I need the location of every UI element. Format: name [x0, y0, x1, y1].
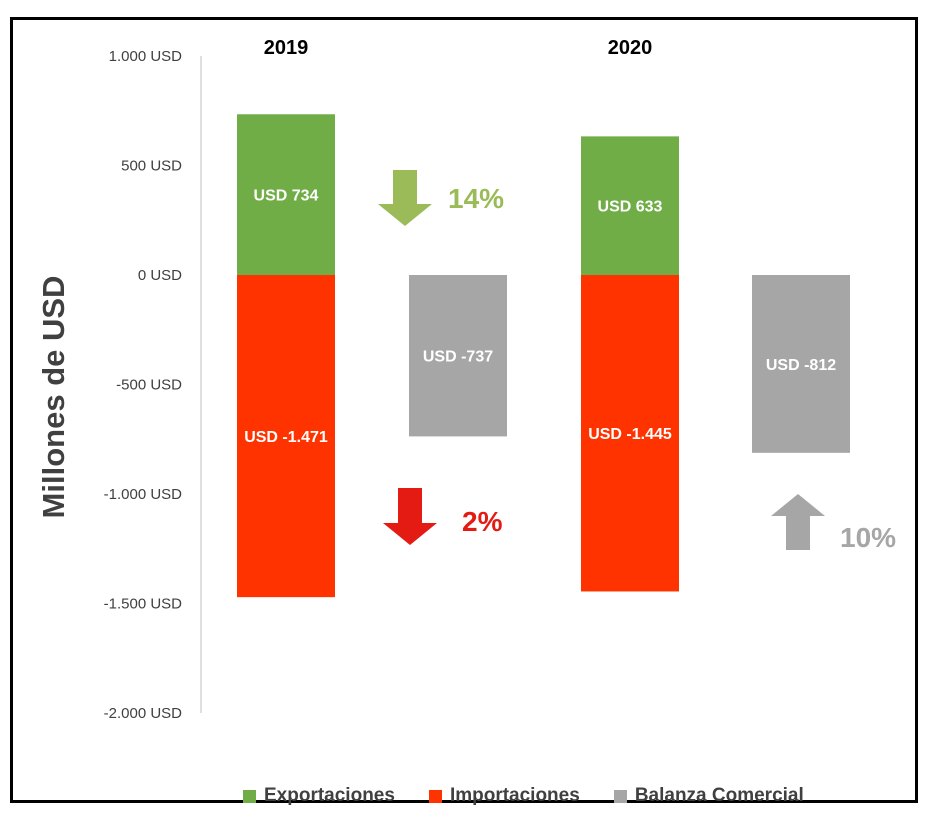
bar-importaciones-2020-label: USD -1.445	[588, 426, 672, 443]
chart: 1.000 USD 500 USD 0 USD -500 USD -1.000 USD -…	[36, 37, 896, 722]
legend: Exportaciones Importaciones Balanza Comerc…	[243, 785, 804, 807]
legend-item: Exportaciones	[243, 785, 395, 807]
arrow-down-icon	[378, 170, 432, 226]
legend-label: Importaciones	[449, 785, 580, 806]
legend-label: Balanza Comercial	[634, 785, 804, 806]
bar-exportaciones-2020-label: USD 633	[598, 199, 663, 216]
legend-swatch	[428, 789, 442, 803]
y-tick-label: -500 USD	[116, 377, 182, 394]
chart-frame: 1.000 USD 500 USD 0 USD -500 USD -1.000 USD -…	[10, 17, 918, 806]
y-tick-label: -2.000 USD	[104, 705, 183, 722]
annotation-importaciones: 2%	[462, 506, 503, 537]
category-label-2019: 2019	[264, 37, 309, 59]
y-tick-label: 1.000 USD	[109, 48, 183, 65]
legend-item: Importaciones	[428, 785, 580, 807]
bar-balanza-2020	[752, 275, 850, 453]
y-tick-label: -1.000 USD	[104, 486, 183, 503]
bar-exportaciones-2019-label: USD 734	[254, 188, 319, 205]
bar-exportaciones-2020	[581, 136, 679, 275]
category-label-2020: 2020	[608, 37, 653, 59]
y-axis-title: Millones de USD	[36, 276, 71, 519]
annotation-exportaciones: 14%	[448, 183, 504, 214]
y-tick-label: 0 USD	[138, 267, 182, 284]
arrow-up-icon	[771, 494, 825, 550]
annotation-balanza: 10%	[840, 522, 896, 553]
bar-exportaciones-2019	[237, 114, 335, 275]
bar-importaciones-2019-label: USD -1.471	[244, 429, 328, 446]
legend-item: Balanza Comercial	[613, 785, 804, 807]
y-tick-label: 500 USD	[121, 158, 182, 175]
legend-swatch	[613, 789, 627, 803]
bar-importaciones-2019	[237, 275, 335, 598]
bar-balanza-2019	[409, 275, 507, 437]
arrow-down-icon	[383, 488, 437, 545]
bar-balanza-2020-label: USD -812	[766, 357, 836, 374]
bar-balanza-2019-label: USD -737	[423, 349, 493, 366]
legend-label: Exportaciones	[264, 785, 395, 806]
y-tick-label: -1.500 USD	[104, 596, 183, 613]
bar-importaciones-2020	[581, 275, 679, 592]
legend-swatch	[243, 789, 256, 803]
